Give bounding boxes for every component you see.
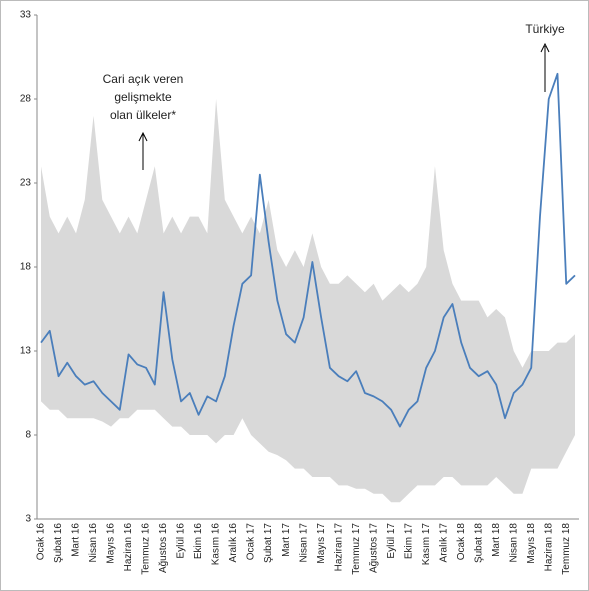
x-tick-label: Mayıs 17 bbox=[316, 523, 327, 564]
x-tick-label: Ağustos 16 bbox=[158, 523, 169, 573]
x-tick-label: Ocak 17 bbox=[246, 523, 257, 561]
x-tick-label: Eylül 16 bbox=[176, 523, 187, 559]
band-annotation: olan ülkeler* bbox=[110, 108, 176, 122]
x-tick-label: Kasım 16 bbox=[211, 523, 222, 566]
x-tick-label: Mayıs 18 bbox=[526, 523, 537, 564]
x-tick-label: Mart 16 bbox=[71, 523, 82, 557]
x-tick-label: Şubat 16 bbox=[53, 523, 64, 563]
x-tick-label: Temmuz 17 bbox=[351, 523, 362, 575]
x-tick-label: Ekim 16 bbox=[193, 523, 204, 560]
x-tick-label: Ocak 18 bbox=[456, 523, 467, 561]
y-tick-label: 8 bbox=[25, 430, 31, 441]
y-tick-label: 33 bbox=[20, 10, 32, 21]
x-tick-label: Şubat 18 bbox=[473, 523, 484, 563]
series-line bbox=[40, 72, 576, 428]
range-band bbox=[41, 99, 575, 503]
x-tick-label: Aralık 17 bbox=[438, 523, 449, 563]
x-tick-label: Haziran 16 bbox=[123, 523, 134, 572]
y-tick-label: 28 bbox=[20, 94, 32, 105]
x-tick-label: Mart 17 bbox=[281, 523, 292, 557]
x-tick-label: Aralık 16 bbox=[228, 523, 239, 563]
x-tick-label: Ekim 17 bbox=[403, 523, 414, 560]
x-tick-label: Mart 18 bbox=[491, 523, 502, 557]
x-tick-label: Kasım 17 bbox=[421, 523, 432, 566]
y-tick-label: 23 bbox=[20, 178, 32, 189]
x-tick-label: Haziran 17 bbox=[333, 523, 344, 572]
x-tick-label: Mayıs 16 bbox=[106, 523, 117, 564]
y-tick-label: 3 bbox=[25, 514, 31, 525]
y-tick-label: 13 bbox=[20, 346, 32, 357]
y-tick-label: 18 bbox=[20, 262, 32, 273]
x-tick-label: Nisan 16 bbox=[88, 523, 99, 563]
x-tick-label: Nisan 18 bbox=[508, 523, 519, 563]
x-tick-label: Temmuz 18 bbox=[561, 523, 572, 575]
x-tick-label: Eylül 17 bbox=[386, 523, 397, 559]
series-annotation: Türkiye bbox=[525, 22, 565, 36]
x-tick-label: Haziran 18 bbox=[543, 523, 554, 572]
x-tick-label: Şubat 17 bbox=[263, 523, 274, 563]
band-annotation: Cari açık veren bbox=[103, 72, 184, 86]
x-tick-label: Ağustos 17 bbox=[368, 523, 379, 573]
x-tick-label: Ocak 16 bbox=[36, 523, 47, 561]
band-annotation: gelişmekte bbox=[114, 90, 172, 104]
x-tick-label: Nisan 17 bbox=[298, 523, 309, 563]
annotation-arrowhead bbox=[540, 42, 550, 53]
x-tick-label: Temmuz 16 bbox=[141, 523, 152, 575]
annotation-arrowhead bbox=[138, 131, 148, 142]
